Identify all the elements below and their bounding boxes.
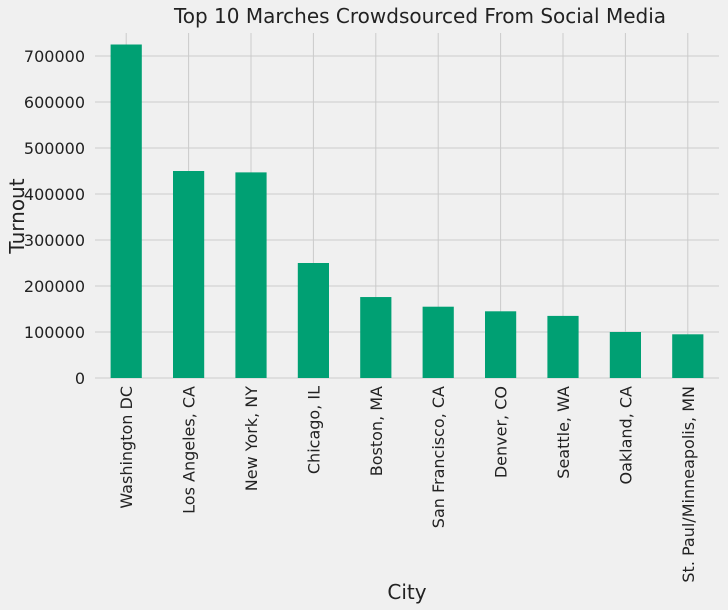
x-tick-label-new-york-ny: New York, NY [242,386,261,491]
y-tick-label: 400000 [24,185,85,204]
chart-title: Top 10 Marches Crowdsourced From Social … [173,4,666,28]
bar-boston-ma[interactable] [360,297,392,378]
bar-denver-co[interactable] [485,311,517,378]
y-tick-label: 100000 [24,323,85,342]
bars [110,44,704,379]
y-tick-label: 700000 [24,47,85,66]
bar-washington-dc[interactable] [110,44,142,379]
x-tick-label-chicago-il: Chicago, IL [304,386,323,474]
bar-los-angeles-ca[interactable] [173,171,205,378]
y-tick-label: 500000 [24,139,85,158]
x-tick-label-oakland-ca: Oakland, CA [616,386,635,485]
y-tick-label: 300000 [24,231,85,250]
bar-chicago-il[interactable] [297,263,329,378]
x-tick-label-boston-ma: Boston, MA [367,386,386,476]
y-tick-label: 200000 [24,277,85,296]
x-tick-label-denver-co: Denver, CO [492,386,511,478]
x-tick-labels: Washington DC Los Angeles, CA New York, NY… [117,386,698,583]
bar-san-francisco-ca[interactable] [422,306,454,378]
y-axis-label: Turnout [5,178,29,254]
bar-seattle-wa[interactable] [547,315,579,378]
x-tick-label-washington-dc: Washington DC [117,386,136,509]
x-tick-label-seattle-wa: Seattle, WA [554,386,573,479]
x-axis-label: City [387,580,426,604]
bar-new-york-ny[interactable] [235,172,267,378]
x-tick-label-st-paul-minneapolis-mn: St. Paul/Minneapolis, MN [679,386,698,583]
x-tick-label-san-francisco-ca: San Francisco, CA [429,386,448,528]
bar-oakland-ca[interactable] [609,332,641,378]
y-tick-label: 600000 [24,93,85,112]
y-tick-labels: 0 100000 200000 300000 400000 500000 600000 700… [24,47,85,388]
x-tick-label-los-angeles-ca: Los Angeles, CA [180,386,199,514]
y-tick-label: 0 [75,369,85,388]
bar-st-paul-minneapolis-mn[interactable] [672,334,704,378]
